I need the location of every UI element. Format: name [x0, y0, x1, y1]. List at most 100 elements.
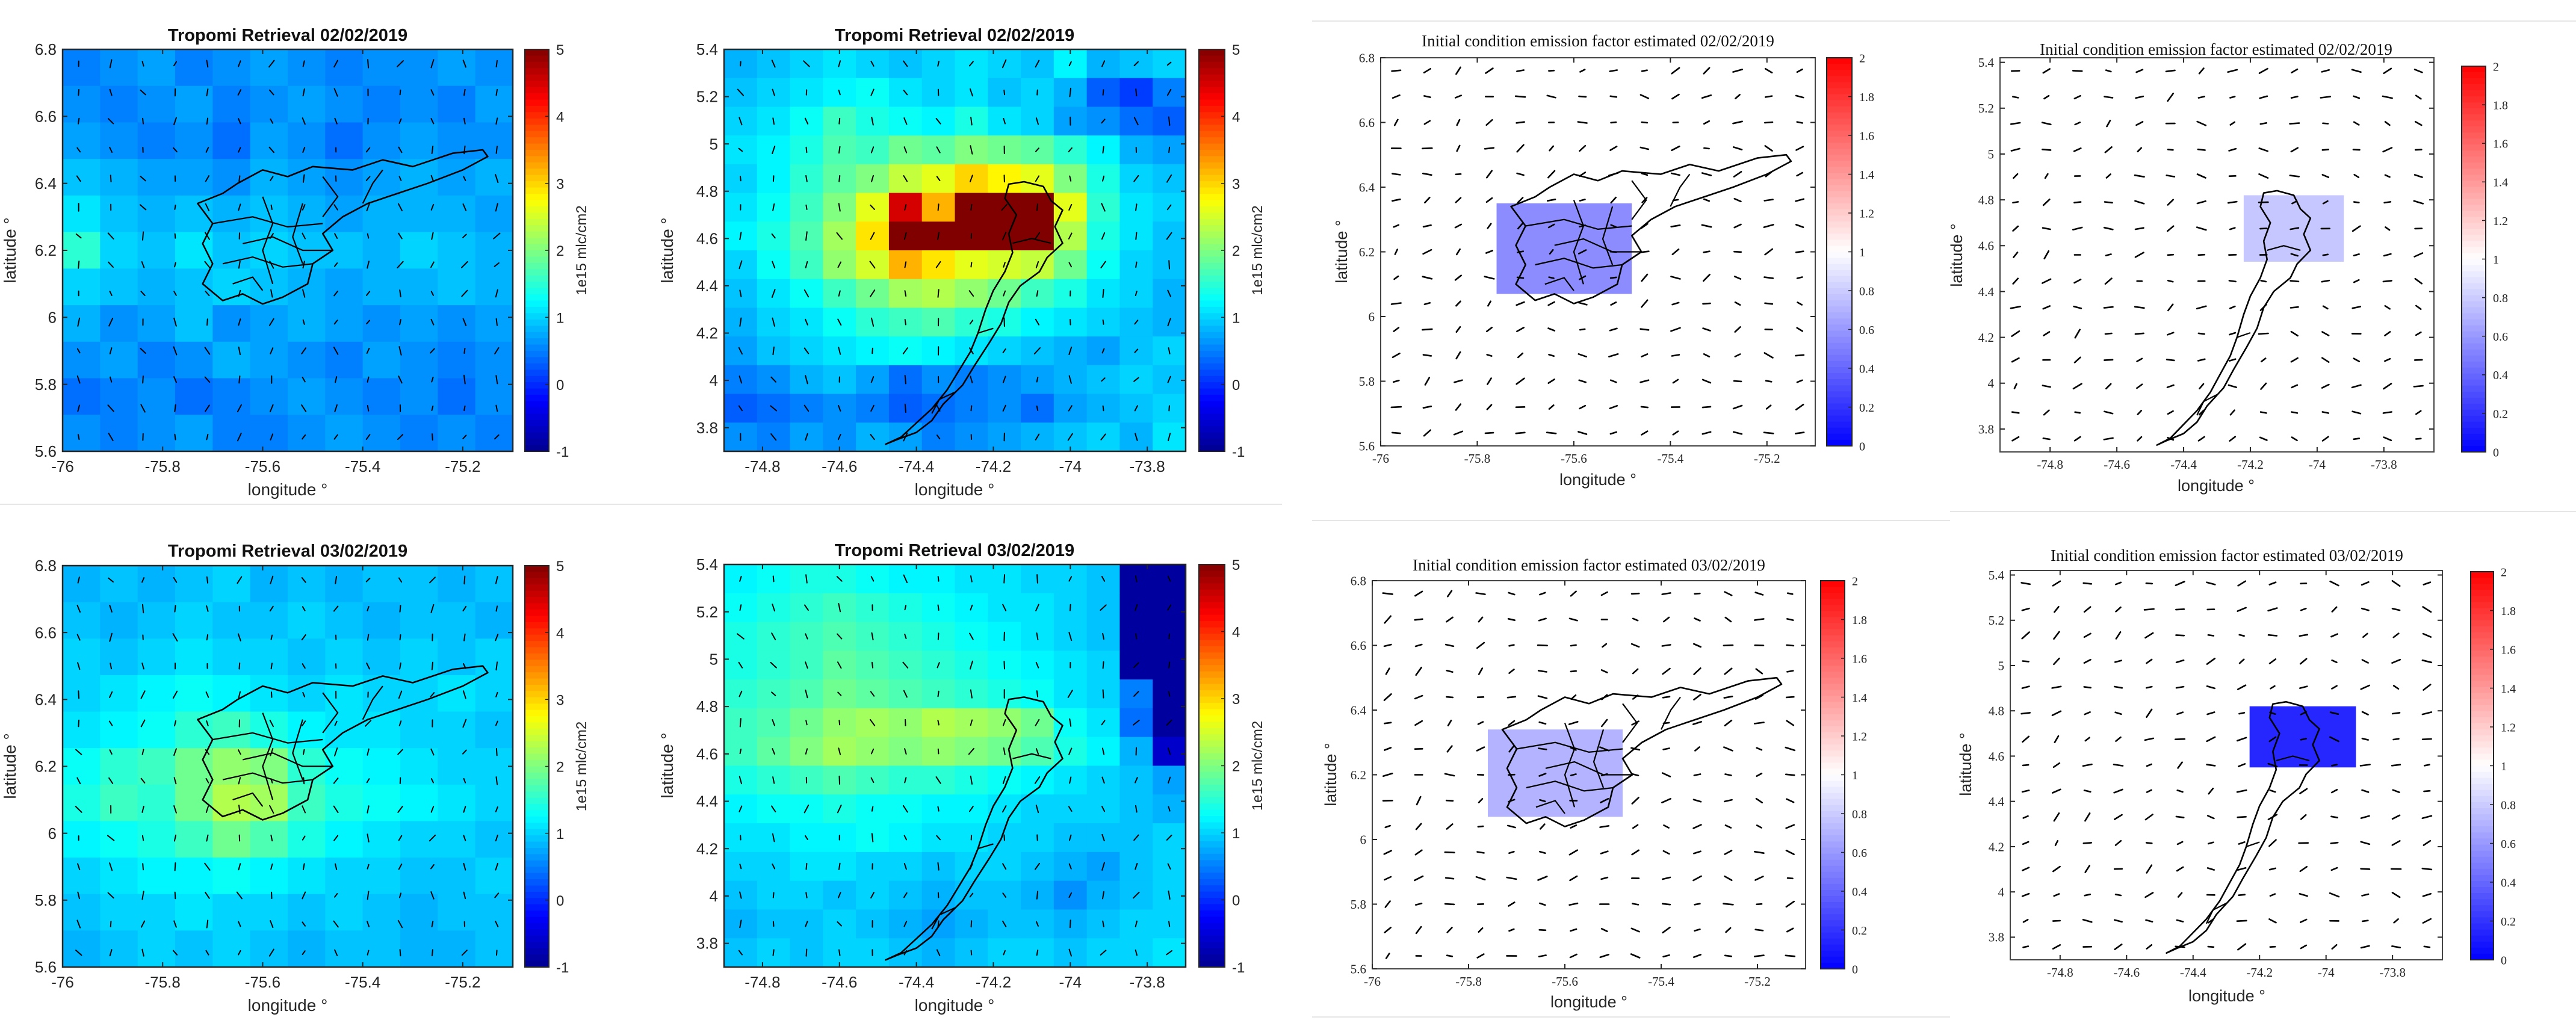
heatmap-cell	[63, 930, 101, 967]
x-tick-label: -74.2	[2237, 457, 2264, 472]
x-tick-label: -73.8	[1129, 457, 1165, 475]
heatmap-cell	[475, 821, 513, 858]
y-tick-label: 5.6	[35, 442, 57, 460]
colorbar-tick-label: 1.8	[2501, 605, 2516, 618]
colorbar-segment	[525, 62, 549, 69]
y-tick-label: 5.8	[1351, 897, 1366, 912]
x-tick-label: -75.4	[1648, 974, 1674, 989]
colorbar-segment	[525, 917, 549, 924]
wind-arrow	[971, 921, 972, 927]
wind-arrow	[2198, 149, 2205, 150]
colorbar-segment	[1827, 64, 1852, 70]
heatmap-cell	[250, 638, 288, 675]
colorbar-tick-label: 0	[2493, 446, 2499, 459]
colorbar-tick-label: 2	[1852, 575, 1858, 588]
wind-arrow	[938, 576, 939, 581]
colorbar-segment	[1821, 860, 1845, 867]
wind-arrow	[1070, 605, 1071, 611]
colorbar-segment	[1199, 119, 1225, 125]
heatmap-cell	[325, 305, 363, 342]
colorbar-segment	[1821, 920, 1845, 927]
colorbar-segment	[2462, 108, 2486, 115]
colorbar-segment	[525, 407, 549, 414]
y-tick-label: 5	[1988, 147, 1995, 161]
colorbar-segment	[525, 566, 549, 572]
heatmap-cell	[100, 232, 138, 269]
wind-arrow	[1037, 90, 1038, 95]
colorbar-tick-label: 0.2	[1852, 924, 1867, 938]
wind-arrow	[2423, 739, 2432, 740]
heatmap-cell	[250, 821, 288, 858]
colorbar-segment	[1199, 942, 1225, 948]
y-tick-label: 6	[1360, 832, 1367, 847]
wind-arrow	[1004, 835, 1005, 841]
colorbar-segment	[525, 578, 549, 585]
colorbar-segment	[1821, 654, 1845, 660]
heatmap-cell	[400, 566, 438, 602]
wind-arrow	[1509, 645, 1514, 646]
wind-arrow	[78, 90, 79, 95]
wind-arrow	[2290, 176, 2299, 177]
colorbar-segment	[525, 144, 549, 150]
colorbar-segment	[525, 635, 549, 641]
heatmap-cell	[400, 785, 438, 821]
colorbar-segment	[1827, 434, 1852, 440]
colorbar-tick-label: 3	[556, 176, 564, 193]
colorbar-segment	[1827, 270, 1852, 277]
colorbar-segment	[1199, 395, 1225, 401]
wind-arrow	[239, 176, 240, 181]
colorbar-segment	[525, 861, 549, 867]
wind-arrow	[2175, 739, 2185, 740]
heatmap-cell	[100, 415, 138, 451]
heatmap-cell	[250, 894, 288, 931]
colorbar-segment	[525, 395, 549, 401]
heatmap-cell	[438, 748, 475, 785]
colorbar-segment	[1199, 194, 1225, 200]
colorbar-segment	[525, 125, 549, 131]
colorbar-segment	[525, 873, 549, 880]
wind-arrow	[464, 406, 465, 410]
y-tick-label: 6.4	[1359, 180, 1375, 194]
colorbar-segment	[1199, 608, 1225, 615]
y-tick-label: 6.4	[35, 690, 57, 708]
colorbar-segment	[525, 301, 549, 308]
colorbar-tick-label: 1.4	[2501, 682, 2516, 696]
colorbar-segment	[1821, 805, 1845, 812]
wind-arrow	[2023, 947, 2028, 948]
colorbar-segment	[2462, 380, 2486, 386]
wind-arrow	[773, 950, 774, 956]
y-tick-label: 3.8	[696, 935, 718, 953]
colorbar-tick-label: 0.8	[1852, 808, 1867, 821]
colorbar-label: 1e15 mlc/cm2	[574, 205, 590, 295]
wind-arrow	[740, 176, 741, 181]
colorbar-segment	[1199, 621, 1225, 628]
heatmap-cell	[63, 379, 101, 415]
wind-arrow	[400, 950, 401, 956]
heatmap-cell	[363, 712, 401, 749]
wind-arrow	[2290, 123, 2300, 124]
heatmap-cell	[325, 821, 363, 858]
colorbar-segment	[2462, 362, 2486, 368]
colorbar-segment	[525, 288, 549, 295]
heatmap-cell	[438, 566, 475, 602]
colorbar-segment	[2471, 838, 2494, 845]
heatmap-cell	[438, 305, 475, 342]
colorbar-segment	[2471, 924, 2494, 930]
wind-arrow	[175, 892, 176, 899]
colorbar-segment	[2471, 869, 2494, 876]
y-tick-label: 4.2	[1989, 839, 2004, 854]
colorbar-segment	[1827, 203, 1852, 210]
colorbar-segment	[2462, 132, 2486, 139]
heatmap-cell	[138, 858, 176, 894]
wind-arrow	[1641, 329, 1649, 330]
heatmap-cell	[475, 748, 513, 785]
wind-arrow	[1004, 575, 1005, 583]
colorbar-segment	[525, 294, 549, 301]
wind-arrow	[207, 119, 208, 125]
colorbar-segment	[1827, 173, 1852, 179]
colorbar-segment	[525, 854, 549, 861]
heatmap-cell	[63, 894, 101, 931]
colorbar-segment	[1827, 221, 1852, 228]
y-tick-label: 6.2	[1359, 245, 1375, 259]
